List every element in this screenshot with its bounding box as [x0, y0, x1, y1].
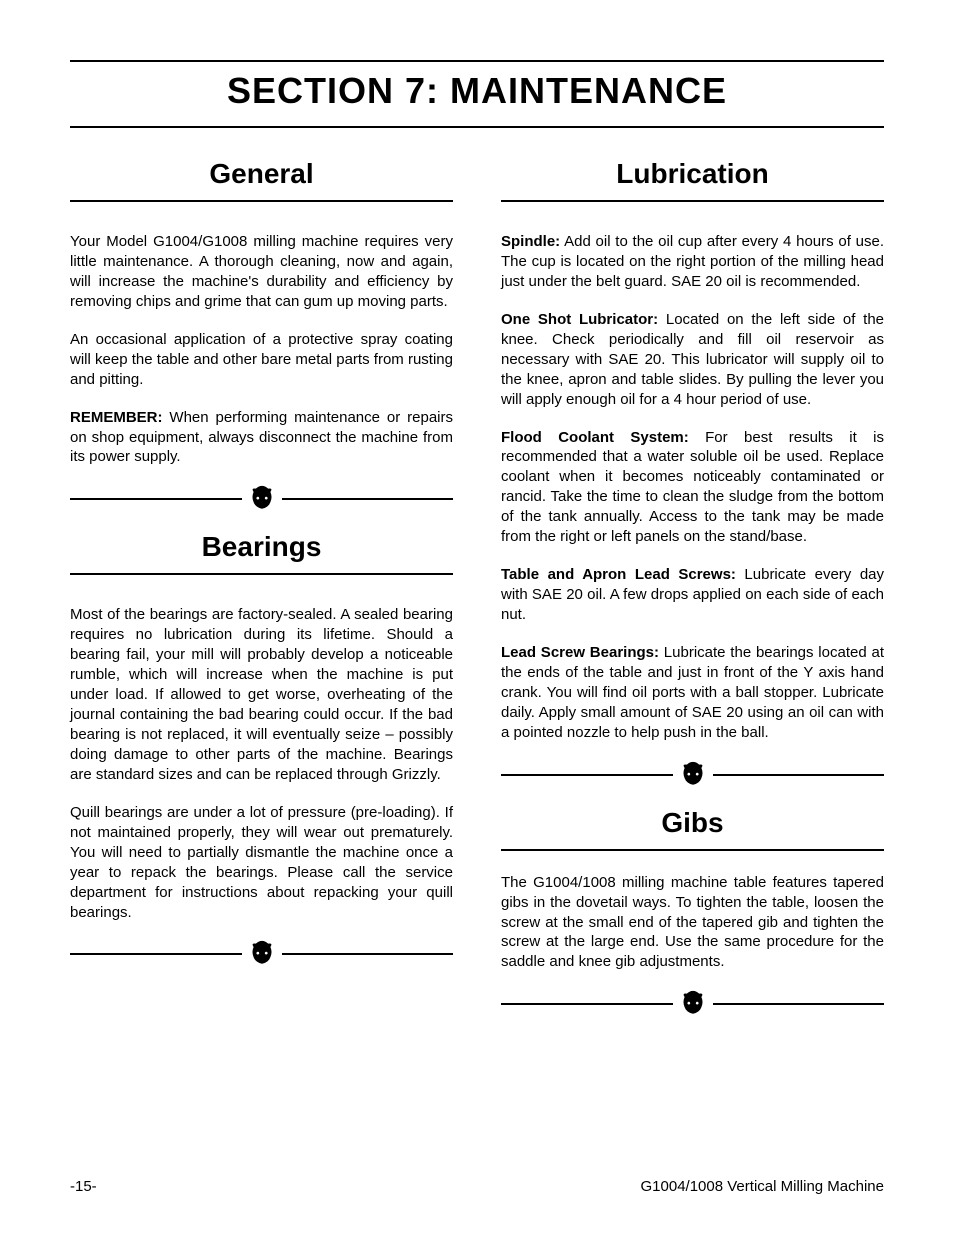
bear-head-icon — [679, 761, 707, 789]
general-para-1: Your Model G1004/G1008 milling machine r… — [70, 232, 453, 312]
divider-line-right — [713, 1003, 885, 1005]
heading-bearings: Bearings — [70, 531, 453, 575]
divider-line-left — [70, 953, 242, 955]
divider-line-right — [282, 953, 454, 955]
divider-line-left — [70, 498, 242, 500]
bearings-para-2: Quill bearings are under a lot of pressu… — [70, 803, 453, 923]
general-para-3: REMEMBER: When performing maintenance or… — [70, 408, 453, 468]
general-para-2: An occasional application of a protectiv… — [70, 330, 453, 390]
flood-text: For best results it is recommended that … — [501, 429, 884, 546]
lubrication-flood: Flood Coolant System: For best results i… — [501, 428, 884, 548]
bear-head-icon — [248, 940, 276, 968]
lubrication-table: Table and Apron Lead Screws: Lubricate e… — [501, 565, 884, 625]
right-column: Lubrication Spindle: Add oil to the oil … — [501, 154, 884, 1036]
gibs-para-1: The G1004/1008 milling machine table fea… — [501, 873, 884, 973]
bearings-para-1: Most of the bearings are factory-sealed.… — [70, 605, 453, 784]
page-footer: -15- G1004/1008 Vertical Milling Machine — [70, 1178, 884, 1195]
divider-line-right — [282, 498, 454, 500]
remember-label: REMEMBER: — [70, 409, 163, 426]
heading-gibs: Gibs — [501, 807, 884, 851]
heading-general: General — [70, 158, 453, 202]
bear-head-icon — [248, 485, 276, 513]
section-divider — [70, 485, 453, 513]
two-column-layout: General Your Model G1004/G1008 milling m… — [70, 154, 884, 1036]
section-title: SECTION 7: MAINTENANCE — [70, 60, 884, 128]
lubrication-leadscrew: Lead Screw Bearings: Lubricate the beari… — [501, 643, 884, 743]
table-label: Table and Apron Lead Screws: — [501, 566, 736, 583]
lubrication-oneshot: One Shot Lubricator: Located on the left… — [501, 310, 884, 410]
lubrication-spindle: Spindle: Add oil to the oil cup after ev… — [501, 232, 884, 292]
heading-lubrication: Lubrication — [501, 158, 884, 202]
left-column: General Your Model G1004/G1008 milling m… — [70, 154, 453, 1036]
bear-head-icon — [679, 990, 707, 1018]
divider-line-right — [713, 774, 885, 776]
section-divider — [70, 940, 453, 968]
divider-line-left — [501, 774, 673, 776]
leadscrew-label: Lead Screw Bearings: — [501, 644, 659, 661]
flood-label: Flood Coolant System: — [501, 429, 689, 446]
oneshot-label: One Shot Lubricator: — [501, 311, 658, 328]
manual-title: G1004/1008 Vertical Milling Machine — [641, 1178, 884, 1195]
page-number: -15- — [70, 1178, 97, 1195]
spindle-label: Spindle: — [501, 233, 560, 250]
section-divider — [501, 990, 884, 1018]
divider-line-left — [501, 1003, 673, 1005]
section-divider — [501, 761, 884, 789]
